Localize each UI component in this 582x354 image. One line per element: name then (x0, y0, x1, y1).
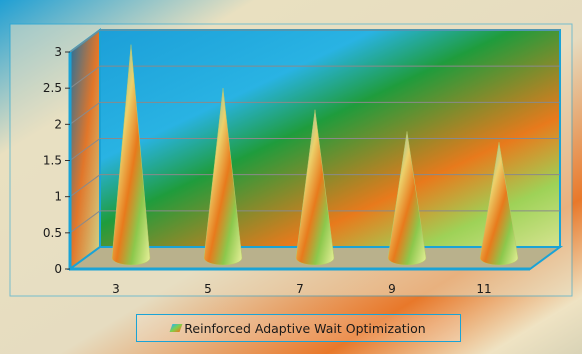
cone-bar (479, 142, 519, 266)
cone-bar (387, 131, 427, 266)
cone-bar (111, 44, 151, 266)
gridline-side (69, 138, 101, 161)
x-tick-label: 7 (296, 282, 304, 296)
y-axis-ticks: 0 0.5 1 1.5 2 2.5 3 (43, 45, 70, 276)
x-axis-ticks: 3 5 7 9 11 (112, 282, 491, 296)
x-tick-label: 3 (112, 282, 120, 296)
gridline-side (69, 174, 101, 198)
y-tick-label: 2.5 (43, 81, 62, 95)
y-tick-label: 0 (54, 262, 62, 276)
y-tick-label: 1.5 (43, 154, 62, 168)
legend-label: Reinforced Adaptive Wait Optimization (184, 320, 426, 336)
cone-bar (203, 87, 243, 266)
y-tick-label: 2 (54, 117, 62, 131)
gridline-side (69, 210, 101, 234)
gridline-side (69, 29, 101, 53)
legend-swatch-icon (169, 324, 183, 332)
cone-bar (295, 109, 335, 266)
x-tick-label: 11 (476, 282, 491, 296)
cone-series (111, 44, 519, 266)
y-tick-label: 1 (54, 190, 62, 204)
y-tick-label: 3 (54, 45, 62, 59)
y-tick-label: 0.5 (43, 226, 62, 240)
x-tick-label: 9 (388, 282, 396, 296)
x-tick-label: 5 (204, 282, 212, 296)
gridline-side (69, 101, 101, 125)
gridline-side (69, 65, 101, 89)
legend: Reinforced Adaptive Wait Optimization (136, 314, 461, 342)
